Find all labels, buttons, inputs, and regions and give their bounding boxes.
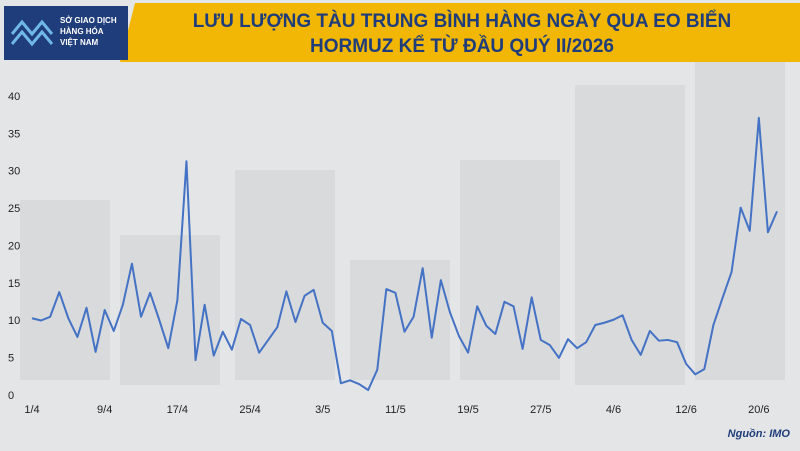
source-note: Nguồn: IMO bbox=[728, 428, 791, 440]
x-tick-label: 27/5 bbox=[530, 404, 551, 416]
logo-icon bbox=[10, 19, 54, 47]
background-map bbox=[20, 60, 785, 385]
logo-text: SỞ GIAO DỊCH bbox=[60, 16, 117, 25]
logo-text: HÀNG HÓA bbox=[60, 27, 104, 36]
y-tick-label: 0 bbox=[8, 390, 14, 402]
x-tick-label: 19/5 bbox=[457, 404, 478, 416]
y-tick-label: 10 bbox=[8, 315, 20, 327]
y-tick-label: 30 bbox=[8, 166, 20, 178]
y-tick-label: 5 bbox=[8, 353, 14, 365]
logo-text: VIỆT NAM bbox=[60, 38, 99, 47]
x-tick-label: 4/6 bbox=[606, 404, 621, 416]
x-tick-label: 1/4 bbox=[24, 404, 39, 416]
y-tick-label: 40 bbox=[8, 91, 20, 103]
chart-title: HORMUZ KỂ TỪ ĐẦU QUÝ II/2026 bbox=[310, 35, 614, 57]
x-tick-label: 20/6 bbox=[748, 404, 769, 416]
data-line bbox=[31, 116, 778, 392]
chart-title: LƯU LƯỢNG TÀU TRUNG BÌNH HÀNG NGÀY QUA E… bbox=[193, 10, 732, 32]
title-banner bbox=[120, 3, 800, 62]
x-tick-label: 11/5 bbox=[385, 404, 406, 416]
y-tick-label: 35 bbox=[8, 128, 20, 140]
x-tick-label: 9/4 bbox=[97, 404, 112, 416]
x-tick-label: 3/5 bbox=[315, 404, 330, 416]
x-tick-label: 25/4 bbox=[239, 404, 260, 416]
x-tick-label: 17/4 bbox=[167, 404, 188, 416]
y-tick-label: 15 bbox=[8, 278, 20, 290]
y-tick-label: 20 bbox=[8, 240, 20, 252]
x-tick-label: 12/6 bbox=[675, 404, 696, 416]
y-tick-label: 25 bbox=[8, 203, 20, 215]
